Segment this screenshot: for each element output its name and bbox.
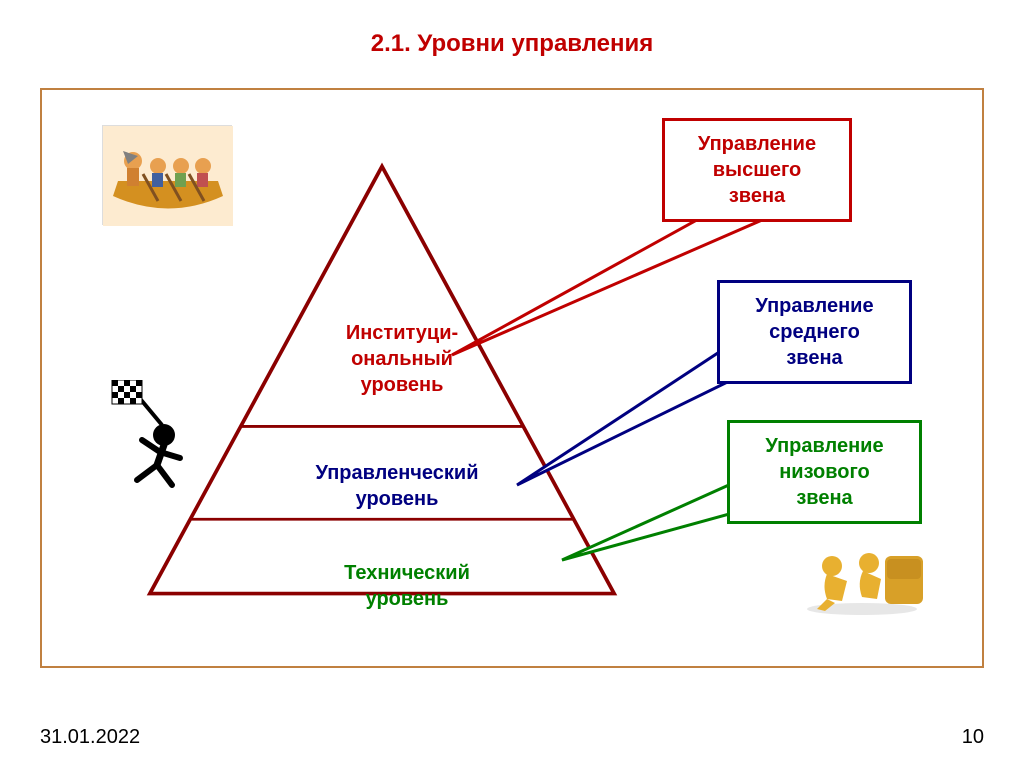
pyramid-level-1-label: Институци- ональный уровень	[312, 320, 492, 398]
pyramid-diagram: Институци- ональный уровень Управленческ…	[122, 130, 642, 630]
callout2-line3: звена	[786, 347, 842, 369]
callout2-line1: Управление	[755, 295, 873, 317]
callout3-line3: звена	[796, 487, 852, 509]
level3-line2: уровень	[366, 588, 449, 610]
level2-line1: Управленческий	[316, 462, 479, 484]
level1-line1: Институци-	[346, 322, 458, 344]
pyramid-level-2-label: Управленческий уровень	[282, 460, 512, 512]
callout3-line1: Управление	[765, 435, 883, 457]
level1-line2: ональный	[351, 348, 453, 370]
callout-lower-management: Управление низового звена	[727, 420, 922, 524]
footer-page-number: 10	[962, 726, 984, 749]
callout1-line2: высшего	[713, 159, 802, 181]
level1-line3: уровень	[361, 374, 444, 396]
callout-middle-management: Управление среднего звена	[717, 280, 912, 384]
level2-line2: уровень	[356, 488, 439, 510]
diagram-frame: Институци- ональный уровень Управленческ…	[40, 88, 984, 668]
footer-date: 31.01.2022	[40, 726, 140, 749]
callout1-line1: Управление	[698, 133, 816, 155]
slide-footer: 31.01.2022 10	[40, 726, 984, 749]
callout2-line2: среднего	[769, 321, 860, 343]
clipart-gold-figures	[797, 531, 927, 616]
callout3-line2: низового	[779, 461, 870, 483]
pyramid-level-3-label: Технический уровень	[292, 560, 522, 612]
level3-line1: Технический	[344, 562, 470, 584]
callout-top-management: Управление высшего звена	[662, 118, 852, 222]
slide-title: 2.1. Уровни управления	[0, 0, 1024, 78]
callout1-line3: звена	[729, 185, 785, 207]
